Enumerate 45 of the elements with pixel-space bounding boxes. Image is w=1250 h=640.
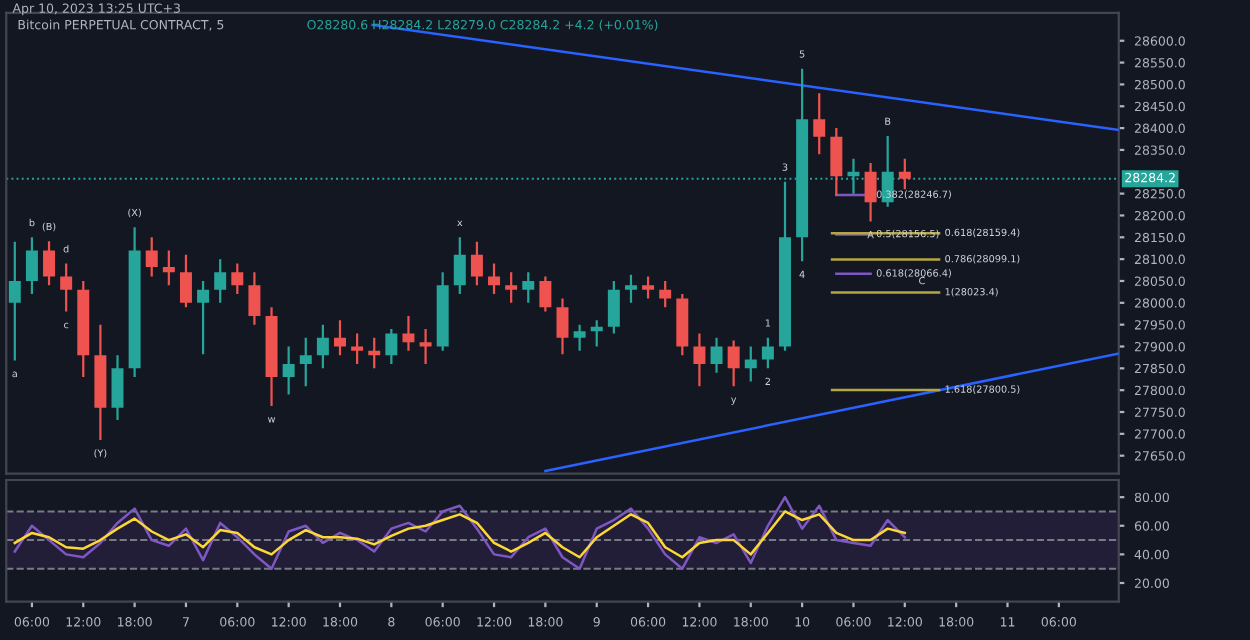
- candlestick: [248, 271, 261, 326]
- candlestick: [111, 354, 124, 421]
- candlestick: [539, 275, 552, 313]
- line-series: [13, 510, 907, 559]
- candlestick: [488, 262, 501, 296]
- candlestick: [25, 236, 38, 296]
- candlestick: [659, 279, 672, 309]
- candlestick: [642, 275, 655, 300]
- candlestick: [864, 161, 877, 223]
- candlestick: [368, 336, 381, 370]
- candlestick: [898, 157, 911, 191]
- candlestick: [197, 279, 210, 356]
- candlestick: [145, 236, 158, 278]
- candlestick: [744, 345, 757, 383]
- candlestick: [727, 339, 740, 388]
- candlestick: [316, 323, 329, 370]
- candlestick: [830, 127, 843, 197]
- candlestick: [419, 327, 432, 366]
- candlestick: [710, 336, 723, 374]
- candlestick: [402, 314, 415, 352]
- candlestick: [590, 319, 603, 348]
- candlestick: [385, 327, 398, 366]
- candlestick: [761, 336, 774, 370]
- candlestick: [573, 323, 586, 352]
- candlestick: [8, 240, 21, 362]
- candlestick: [453, 236, 466, 296]
- candlestick: [282, 345, 295, 396]
- candlestick: [179, 253, 192, 309]
- candlestick: [470, 240, 483, 287]
- candlestick: [624, 273, 637, 304]
- candlestick: [231, 262, 244, 296]
- candlestick: [556, 297, 569, 356]
- line-series: [13, 495, 907, 570]
- candlestick: [334, 319, 346, 357]
- candlestick: [505, 271, 518, 304]
- candlestick: [214, 258, 227, 304]
- candlestick: [607, 279, 620, 335]
- candlestick: [43, 240, 56, 287]
- candlestick: [813, 92, 826, 156]
- candlestick: [60, 262, 73, 313]
- candlestick: [522, 271, 535, 304]
- candlestick: [162, 249, 175, 287]
- candlestick: [299, 336, 312, 388]
- candlestick: [351, 332, 364, 366]
- candlestick: [693, 332, 706, 388]
